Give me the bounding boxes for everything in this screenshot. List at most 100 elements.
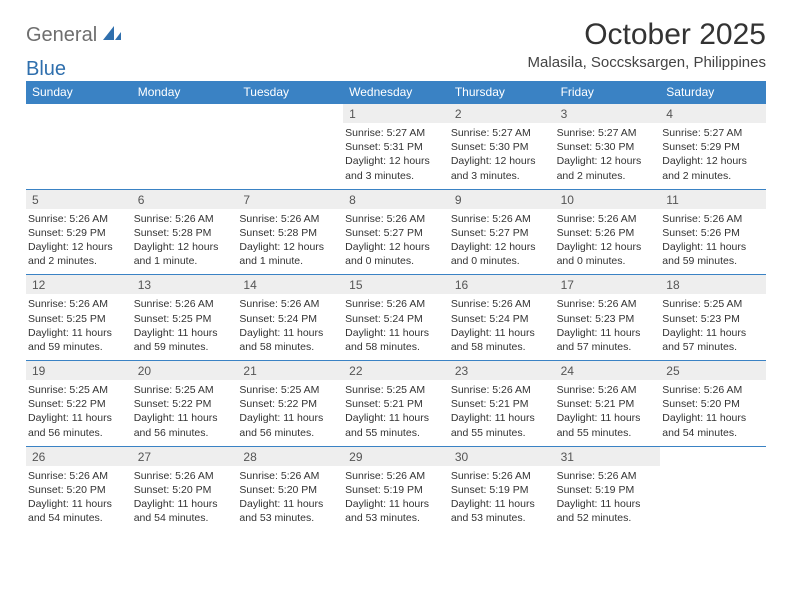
cell-line-daylight1: Daylight: 11 hours: [134, 411, 236, 425]
cell-line-daylight1: Daylight: 12 hours: [134, 240, 236, 254]
cell-line-sunrise: Sunrise: 5:26 AM: [239, 297, 341, 311]
cell-line-daylight1: Daylight: 12 hours: [28, 240, 130, 254]
calendar-cell: 20Sunrise: 5:25 AMSunset: 5:22 PMDayligh…: [132, 361, 238, 446]
cell-body: Sunrise: 5:26 AMSunset: 5:21 PMDaylight:…: [555, 380, 661, 446]
day-number: 13: [132, 275, 238, 294]
calendar: Sunday Monday Tuesday Wednesday Thursday…: [26, 81, 766, 531]
cell-line-daylight2: and 57 minutes.: [662, 340, 764, 354]
cell-line-sunrise: Sunrise: 5:25 AM: [662, 297, 764, 311]
cell-line-sunrise: Sunrise: 5:27 AM: [557, 126, 659, 140]
cell-line-daylight1: Daylight: 11 hours: [345, 411, 447, 425]
cell-line-sunrise: Sunrise: 5:26 AM: [557, 469, 659, 483]
cell-line-sunrise: Sunrise: 5:26 AM: [239, 469, 341, 483]
cell-line-daylight1: Daylight: 11 hours: [662, 326, 764, 340]
cell-line-daylight2: and 3 minutes.: [451, 169, 553, 183]
day-number: 8: [343, 190, 449, 209]
cell-line-daylight1: Daylight: 12 hours: [451, 154, 553, 168]
calendar-cell: 16Sunrise: 5:26 AMSunset: 5:24 PMDayligh…: [449, 275, 555, 360]
cell-line-sunset: Sunset: 5:20 PM: [134, 483, 236, 497]
cell-body: Sunrise: 5:26 AMSunset: 5:27 PMDaylight:…: [449, 209, 555, 275]
cell-line-sunset: Sunset: 5:28 PM: [134, 226, 236, 240]
calendar-cell: 5Sunrise: 5:26 AMSunset: 5:29 PMDaylight…: [26, 190, 132, 275]
cell-line-daylight2: and 2 minutes.: [557, 169, 659, 183]
cell-line-sunset: Sunset: 5:20 PM: [239, 483, 341, 497]
day-number: 22: [343, 361, 449, 380]
cell-line-sunrise: Sunrise: 5:26 AM: [451, 297, 553, 311]
cell-line-daylight1: Daylight: 11 hours: [345, 326, 447, 340]
cell-line-sunset: Sunset: 5:28 PM: [239, 226, 341, 240]
cell-line-sunrise: Sunrise: 5:26 AM: [662, 383, 764, 397]
cell-line-daylight1: Daylight: 11 hours: [239, 497, 341, 511]
cell-body: Sunrise: 5:25 AMSunset: 5:22 PMDaylight:…: [132, 380, 238, 446]
cell-line-daylight2: and 53 minutes.: [239, 511, 341, 525]
calendar-cell: 27Sunrise: 5:26 AMSunset: 5:20 PMDayligh…: [132, 447, 238, 532]
cell-body: Sunrise: 5:25 AMSunset: 5:23 PMDaylight:…: [660, 294, 766, 360]
cell-line-daylight2: and 52 minutes.: [557, 511, 659, 525]
cell-body: Sunrise: 5:26 AMSunset: 5:25 PMDaylight:…: [132, 294, 238, 360]
cell-line-sunset: Sunset: 5:24 PM: [345, 312, 447, 326]
cell-body: Sunrise: 5:26 AMSunset: 5:25 PMDaylight:…: [26, 294, 132, 360]
day-number: 5: [26, 190, 132, 209]
day-number: 20: [132, 361, 238, 380]
cell-line-sunrise: Sunrise: 5:27 AM: [451, 126, 553, 140]
cell-body: Sunrise: 5:26 AMSunset: 5:21 PMDaylight:…: [449, 380, 555, 446]
cell-line-sunset: Sunset: 5:29 PM: [28, 226, 130, 240]
cell-line-daylight2: and 55 minutes.: [345, 426, 447, 440]
day-number: 27: [132, 447, 238, 466]
weekday-header: Wednesday: [343, 81, 449, 104]
cell-line-daylight1: Daylight: 12 hours: [557, 154, 659, 168]
cell-line-daylight1: Daylight: 11 hours: [557, 497, 659, 511]
calendar-cell: 22Sunrise: 5:25 AMSunset: 5:21 PMDayligh…: [343, 361, 449, 446]
cell-line-daylight1: Daylight: 11 hours: [134, 497, 236, 511]
cell-line-daylight2: and 0 minutes.: [557, 254, 659, 268]
day-number: 28: [237, 447, 343, 466]
cell-body: Sunrise: 5:27 AMSunset: 5:30 PMDaylight:…: [449, 123, 555, 189]
calendar-cell: 15 Sunrise: 5:26 AMSunset: 5:24 PMDayligh…: [343, 275, 449, 360]
cell-body: Sunrise: 5:26 AMSunset: 5:20 PMDaylight:…: [132, 466, 238, 532]
cell-line-sunset: Sunset: 5:21 PM: [451, 397, 553, 411]
calendar-cell: 24Sunrise: 5:26 AMSunset: 5:21 PMDayligh…: [555, 361, 661, 446]
cell-body: Sunrise: 5:26 AMSunset: 5:27 PMDaylight:…: [343, 209, 449, 275]
cell-body: Sunrise: 5:26 AMSunset: 5:20 PMDaylight:…: [237, 466, 343, 532]
cell-line-daylight2: and 55 minutes.: [451, 426, 553, 440]
cell-body: Sunrise: 5:26 AMSunset: 5:24 PMDaylight:…: [449, 294, 555, 360]
cell-line-sunset: Sunset: 5:23 PM: [662, 312, 764, 326]
calendar-cell: 19Sunrise: 5:25 AMSunset: 5:22 PMDayligh…: [26, 361, 132, 446]
cell-line-sunrise: Sunrise: 5:26 AM: [662, 212, 764, 226]
cell-body: Sunrise: 5:27 AMSunset: 5:30 PMDaylight:…: [555, 123, 661, 189]
cell-line-sunrise: Sunrise: 5:26 AM: [557, 297, 659, 311]
cell-body: Sunrise: 5:27 AMSunset: 5:29 PMDaylight:…: [660, 123, 766, 189]
day-number: [132, 104, 238, 123]
day-number: 29: [343, 447, 449, 466]
day-number: 1: [343, 104, 449, 123]
calendar-week: 5Sunrise: 5:26 AMSunset: 5:29 PMDaylight…: [26, 190, 766, 276]
day-number: 4: [660, 104, 766, 123]
cell-line-daylight1: Daylight: 11 hours: [134, 326, 236, 340]
cell-line-daylight1: Daylight: 12 hours: [662, 154, 764, 168]
cell-line-sunrise: Sunrise: 5:26 AM: [345, 297, 447, 311]
cell-line-daylight2: and 55 minutes.: [557, 426, 659, 440]
cell-body: [26, 123, 132, 132]
cell-body: Sunrise: 5:26 AMSunset: 5:19 PMDaylight:…: [555, 466, 661, 532]
calendar-cell: 18Sunrise: 5:25 AMSunset: 5:23 PMDayligh…: [660, 275, 766, 360]
day-number: 15: [343, 275, 449, 294]
day-number: 21: [237, 361, 343, 380]
weekday-header: Thursday: [449, 81, 555, 104]
cell-line-daylight2: and 3 minutes.: [345, 169, 447, 183]
calendar-cell: 8Sunrise: 5:26 AMSunset: 5:27 PMDaylight…: [343, 190, 449, 275]
cell-line-daylight2: and 2 minutes.: [662, 169, 764, 183]
cell-line-sunrise: Sunrise: 5:25 AM: [28, 383, 130, 397]
cell-line-sunrise: Sunrise: 5:26 AM: [134, 212, 236, 226]
calendar-cell: 9Sunrise: 5:26 AMSunset: 5:27 PMDaylight…: [449, 190, 555, 275]
cell-body: Sunrise: 5:26 AMSunset: 5:28 PMDaylight:…: [237, 209, 343, 275]
cell-line-daylight2: and 59 minutes.: [134, 340, 236, 354]
day-number: [660, 447, 766, 466]
cell-line-daylight1: Daylight: 12 hours: [557, 240, 659, 254]
cell-line-sunset: Sunset: 5:25 PM: [28, 312, 130, 326]
cell-body: Sunrise: 5:27 AMSunset: 5:31 PMDaylight:…: [343, 123, 449, 189]
cell-body: Sunrise: 5:26 AMSunset: 5:19 PMDaylight:…: [449, 466, 555, 532]
logo-text-blue: Blue: [26, 58, 66, 81]
page-title: October 2025: [584, 18, 766, 52]
cell-line-sunset: Sunset: 5:26 PM: [662, 226, 764, 240]
calendar-cell: 25Sunrise: 5:26 AMSunset: 5:20 PMDayligh…: [660, 361, 766, 446]
